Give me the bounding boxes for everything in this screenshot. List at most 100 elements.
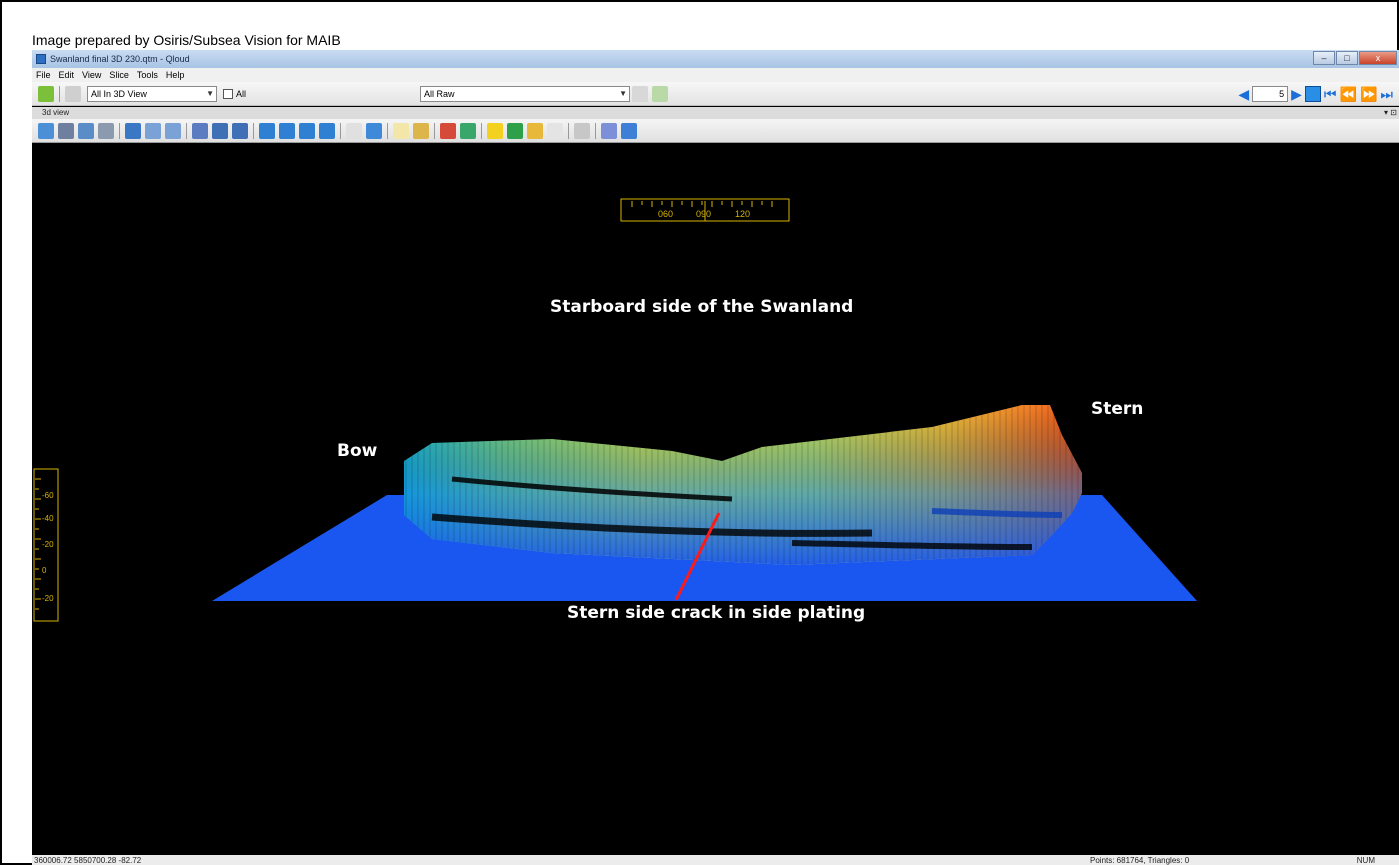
num-lock-indicator: NUM: [1356, 856, 1375, 865]
checkbox-box[interactable]: [223, 88, 233, 99]
points-icon[interactable]: [212, 122, 228, 139]
status-bar: 360006.72 5850700.28 -82.72 Points: 6817…: [32, 855, 1399, 865]
layer-icon[interactable]: [259, 122, 275, 139]
toolbar-separator: [481, 122, 482, 139]
all-checkbox-label: All: [236, 88, 247, 99]
colormap-icon[interactable]: [413, 122, 429, 139]
pan-icon[interactable]: [58, 122, 74, 139]
surface-icon[interactable]: [319, 122, 335, 139]
depth-tick-3: -20: [42, 540, 54, 549]
layers-icon[interactable]: [440, 122, 456, 139]
compass-tick-120: 120: [735, 209, 750, 219]
menu-help[interactable]: Help: [165, 70, 185, 80]
flag-icon[interactable]: [65, 85, 81, 102]
panel-header: 3d view ▾ ⊡: [32, 107, 1399, 119]
depth-tick-5: -20: [42, 594, 54, 603]
export-icon[interactable]: [601, 122, 617, 139]
points-count: Points: 681764, Triangles: 0: [1090, 856, 1190, 865]
filter-icon[interactable]: [632, 85, 649, 102]
depth-tick-4: 0: [42, 566, 47, 575]
slice-icon[interactable]: [299, 122, 315, 139]
playback-icon[interactable]: [1304, 86, 1321, 102]
open-folder-icon[interactable]: [38, 85, 54, 102]
crack-label: Stern side crack in side plating: [567, 603, 866, 623]
panel-title: 3d view: [42, 108, 70, 117]
depth-tick-1: -60: [42, 491, 54, 500]
highlight-icon[interactable]: [527, 122, 543, 139]
toolbar-separator: [595, 122, 596, 139]
maximize-button[interactable]: □: [1336, 51, 1358, 65]
frame-navigation: ◀ ▶ ⏮ ⏪ ⏩ ⏭: [1238, 86, 1393, 102]
zoom-extents-icon[interactable]: [125, 122, 141, 139]
toolbar-separator: [434, 122, 435, 139]
toolbar-separator: [119, 122, 120, 139]
minimize-button[interactable]: –: [1313, 51, 1335, 65]
menu-bar: File Edit View Slice Tools Help: [32, 68, 1399, 82]
menu-slice[interactable]: Slice: [109, 70, 129, 80]
crack-indicator-line: [674, 512, 721, 601]
menu-view[interactable]: View: [82, 70, 102, 80]
previous-arrow-icon[interactable]: ◀: [1238, 86, 1250, 102]
close-button[interactable]: x: [1359, 51, 1397, 65]
frame-number-input[interactable]: [1252, 86, 1289, 102]
toolbar-separator: [340, 122, 341, 139]
grid-icon[interactable]: [393, 122, 409, 139]
raw-select[interactable]: All Raw ▼: [420, 85, 631, 102]
first-frame-icon[interactable]: ⏮: [1323, 86, 1337, 102]
line-tool-icon[interactable]: [346, 122, 362, 139]
zoom-out-icon[interactable]: [165, 122, 181, 139]
toolbar-separator: [387, 122, 388, 139]
wand-icon[interactable]: [574, 122, 590, 139]
view-title-label: Starboard side of the Swanland: [550, 297, 854, 317]
compass-bar: 060 090 120: [620, 198, 790, 222]
window-title: Swanland final 3D 230.qtm - Qloud: [50, 54, 190, 64]
bow-label: Bow: [337, 441, 378, 461]
camera-icon[interactable]: [621, 122, 637, 139]
point-cloud-render[interactable]: 060 090 120 -60: [32, 143, 1399, 855]
document-icon[interactable]: [547, 122, 563, 139]
cursor-coordinates: 360006.72 5850700.28 -82.72: [34, 856, 142, 865]
menu-file[interactable]: File: [36, 70, 51, 80]
view-select-value: All In 3D View: [91, 88, 147, 99]
rewind-icon[interactable]: ⏪: [1339, 86, 1357, 102]
toolbar-separator: [253, 122, 254, 139]
chevron-down-icon: ▼: [619, 88, 628, 98]
next-arrow-icon[interactable]: ▶: [1291, 86, 1302, 102]
toolbar-separator: [186, 122, 187, 139]
axes-icon[interactable]: [192, 122, 208, 139]
fast-forward-icon[interactable]: ⏩: [1359, 86, 1378, 102]
qloud-window: Swanland final 3D 230.qtm - Qloud – □ x …: [32, 50, 1399, 865]
toolbar-separator: [59, 85, 60, 102]
cloud-icon[interactable]: [232, 122, 248, 139]
rotate-view-icon[interactable]: [38, 122, 54, 139]
depth-tick-2: -40: [42, 514, 54, 523]
main-toolbar: All In 3D View ▼ All All Raw ▼: [32, 82, 1399, 106]
depth-scale: -60 -40 -20 0 -20: [33, 468, 59, 622]
brush-icon[interactable]: [652, 85, 669, 102]
3d-viewport[interactable]: 060 090 120 -60: [32, 143, 1399, 855]
shading-icon[interactable]: [507, 122, 523, 139]
select-pointer-icon[interactable]: [98, 122, 114, 139]
compass-tick-060: 060: [658, 209, 673, 219]
all-checkbox[interactable]: All: [223, 88, 247, 99]
panel-options-icon[interactable]: ▾ ⊡: [1384, 108, 1397, 117]
chevron-down-icon: ▼: [206, 88, 214, 98]
wreck-point-cloud: [404, 405, 1082, 565]
stern-label: Stern: [1091, 399, 1144, 419]
last-frame-icon[interactable]: ⏭: [1380, 86, 1393, 102]
figure-caption: Image prepared by Osiris/Subsea Vision f…: [32, 32, 341, 48]
vertical-move-icon[interactable]: [78, 122, 94, 139]
layer-stack-icon[interactable]: [279, 122, 295, 139]
compass-tick-090: 090: [696, 209, 711, 219]
view-select[interactable]: All In 3D View ▼: [87, 85, 217, 102]
menu-edit[interactable]: Edit: [58, 70, 75, 80]
light-icon[interactable]: [487, 122, 503, 139]
app-icon: [36, 54, 46, 64]
view-toolbar: [32, 119, 1399, 143]
terrain-icon[interactable]: [460, 122, 476, 139]
zoom-in-icon[interactable]: [145, 122, 161, 139]
measure-icon[interactable]: [366, 122, 382, 139]
menu-tools[interactable]: Tools: [136, 70, 158, 80]
window-titlebar[interactable]: Swanland final 3D 230.qtm - Qloud – □ x: [32, 50, 1399, 68]
